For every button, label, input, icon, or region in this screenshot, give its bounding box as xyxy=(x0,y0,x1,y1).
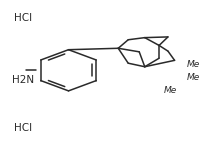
Text: Me: Me xyxy=(187,73,200,82)
Text: HCl: HCl xyxy=(14,13,32,23)
Text: Me: Me xyxy=(164,86,177,95)
Text: HCl: HCl xyxy=(14,123,32,133)
Text: H2N: H2N xyxy=(12,75,34,85)
Text: Me: Me xyxy=(187,60,200,69)
